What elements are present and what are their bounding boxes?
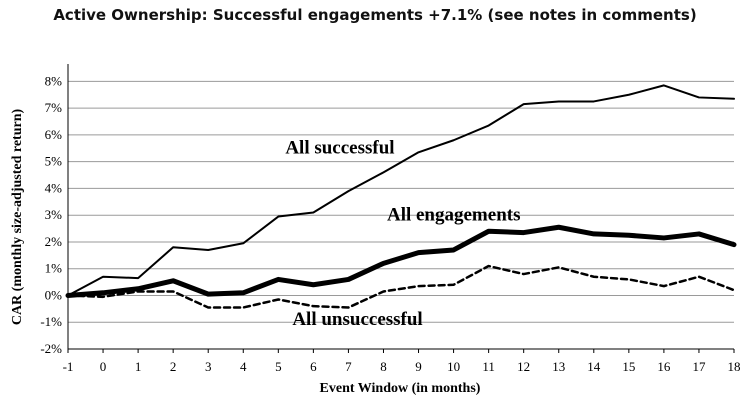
x-tick-label: 5 [275,359,282,374]
x-tick-label: 13 [552,359,565,374]
y-tick-label: 0% [45,287,63,302]
x-tick-label: 4 [240,359,247,374]
y-tick-label: 5% [45,154,63,169]
x-tick-label: 6 [310,359,317,374]
series-annotation: All unsuccessful [292,309,422,330]
y-tick-label: 2% [45,234,63,249]
x-tick-label: 11 [482,359,495,374]
x-tick-label: 12 [517,359,530,374]
series-line-all-successful [67,84,735,297]
x-tick-label: 7 [345,359,352,374]
y-tick-label: -2% [40,341,62,356]
y-tick-label: 1% [45,261,63,276]
x-tick-label: 1 [135,359,142,374]
x-tick-label: 17 [692,359,706,374]
x-tick-label: 3 [205,359,212,374]
x-tick-label: 16 [657,359,671,374]
series-line-all-engagements [65,224,737,298]
x-tick-label: 0 [100,359,107,374]
x-tick-label: 18 [728,359,741,374]
series-annotation: All successful [285,138,394,159]
x-tick-label: 10 [447,359,460,374]
y-tick-label: 8% [45,73,63,88]
y-tick-label: 3% [45,207,63,222]
x-tick-label: 8 [380,359,387,374]
x-tick-label: 15 [622,359,635,374]
series-layer [65,84,737,309]
y-tick-label: -1% [40,314,62,329]
series-line-all-unsuccessful [66,264,736,309]
x-axis-label: Event Window (in months) [320,381,481,396]
x-tick-label: 2 [170,359,177,374]
x-tick-label: 14 [587,359,601,374]
x-tick-label: 9 [415,359,422,374]
chart-title: Active Ownership: Successful engagements… [53,6,697,24]
y-tick-label: 4% [45,180,63,195]
axis-layer: -2%-1%0%1%2%3%4%5%6%7%8%-1 0 1 2 3 4 5 6 7 8 9 10 11… [40,64,741,374]
y-tick-label: 6% [45,127,63,142]
y-axis-label: CAR (monthly size-adjusted return) [10,108,25,325]
x-tick-label: -1 [63,359,74,374]
y-tick-label: 7% [45,100,63,115]
series-annotation: All engagements [387,205,521,226]
annotation-layer: All successful All engagements All unsucce… [285,138,520,330]
